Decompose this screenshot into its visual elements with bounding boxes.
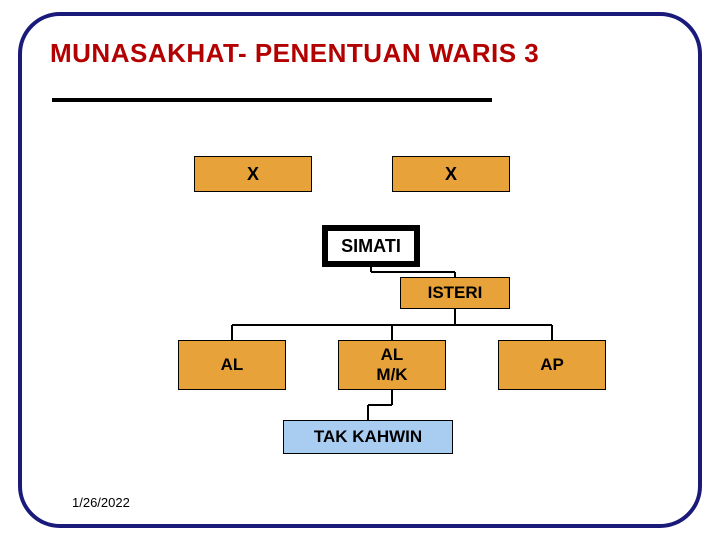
edge-simati-isteri-v2 xyxy=(454,272,456,277)
diagram: X X SIMATI ISTERI AL ALM/K AP TAK KAHWIN xyxy=(0,0,720,540)
edge-almk-tak-h xyxy=(368,404,392,406)
edge-isteri-almk-h xyxy=(392,324,455,326)
node-tak: TAK KAHWIN xyxy=(283,420,453,454)
edge-isteri-ap-h xyxy=(455,324,552,326)
node-isteri: ISTERI xyxy=(400,277,510,309)
edge-almk-tak-v1 xyxy=(391,390,393,405)
node-x2: X xyxy=(392,156,510,192)
slide: MUNASAKHAT- PENENTUAN WARIS 3 XXSIMATIIS… xyxy=(0,0,720,540)
edge-isteri-ap-v1 xyxy=(454,309,456,325)
node-ap: AP xyxy=(498,340,606,390)
node-al: AL xyxy=(178,340,286,390)
node-almk: ALM/K xyxy=(338,340,446,390)
edge-simati-isteri-h xyxy=(371,271,455,273)
node-x1: X xyxy=(194,156,312,192)
slide-date: 1/26/2022 xyxy=(72,495,130,510)
edge-almk-tak-v2 xyxy=(367,405,369,420)
edge-isteri-almk-v2 xyxy=(391,325,393,341)
node-simati: SIMATI xyxy=(322,225,420,267)
edge-isteri-al-v2 xyxy=(231,325,233,341)
edge-isteri-ap-v2 xyxy=(551,325,553,341)
